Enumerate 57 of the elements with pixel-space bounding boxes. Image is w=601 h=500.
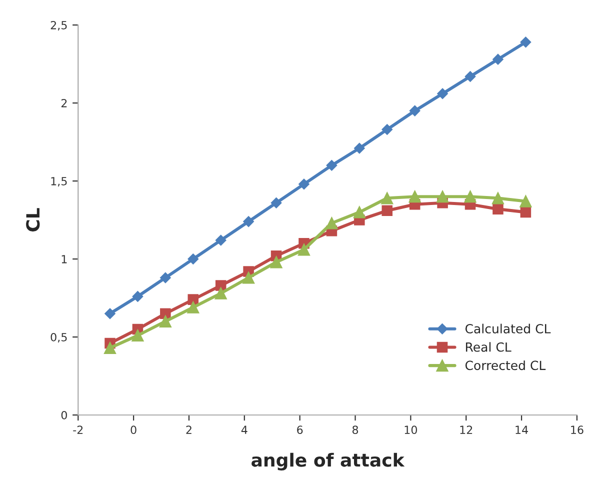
point	[298, 244, 310, 256]
x-tick-label: 2	[186, 426, 192, 434]
point	[104, 342, 116, 354]
point	[492, 204, 504, 214]
point	[132, 291, 144, 302]
point	[326, 217, 338, 230]
point	[298, 178, 310, 190]
x-tick-label: 8	[352, 426, 358, 434]
x-tick-label: 0	[130, 426, 136, 434]
y-tick-label: 0,5	[50, 332, 67, 343]
point	[132, 329, 144, 342]
point	[464, 190, 476, 203]
point	[409, 105, 420, 116]
point	[437, 88, 448, 100]
point	[353, 206, 366, 218]
point	[382, 205, 393, 216]
point	[520, 195, 532, 208]
point	[160, 272, 171, 284]
point	[242, 272, 255, 284]
point	[408, 190, 421, 203]
point	[382, 124, 393, 135]
point	[187, 301, 200, 314]
point	[492, 192, 504, 204]
point	[520, 36, 532, 48]
y-tick-label: 1	[62, 255, 67, 264]
point	[270, 197, 282, 208]
point	[243, 216, 254, 227]
legend-label: Real CL	[466, 342, 512, 352]
point	[104, 308, 116, 320]
point	[270, 256, 282, 268]
x-axis-title: angle of attack	[252, 452, 405, 470]
point	[464, 71, 476, 82]
y-tick-label: 0	[61, 410, 67, 420]
y-tick-label: 1,5	[51, 177, 67, 187]
point	[520, 206, 532, 218]
point	[188, 254, 199, 264]
x-tick-label: -2	[73, 426, 83, 434]
point	[492, 54, 504, 65]
point	[160, 308, 171, 319]
x-tick-label: 16	[571, 426, 584, 434]
point	[326, 160, 338, 171]
legend-label: Calculated CL	[465, 324, 551, 334]
point	[215, 234, 226, 246]
point	[354, 142, 365, 154]
y-tick-label: 2,5	[50, 20, 67, 31]
point	[214, 287, 227, 300]
x-tick-label: 4	[241, 426, 248, 434]
y-tick-label: 2	[61, 98, 67, 108]
x-tick-label: 6	[297, 426, 303, 434]
x-tick-label: 14	[516, 426, 528, 434]
point	[381, 192, 394, 204]
x-tick-label: 10	[404, 426, 418, 434]
x-tick-label: 12	[460, 426, 472, 434]
point	[436, 190, 449, 203]
point	[159, 315, 172, 328]
legend-label: Corrected CL	[465, 360, 546, 370]
y-axis-title: CL	[26, 208, 40, 232]
